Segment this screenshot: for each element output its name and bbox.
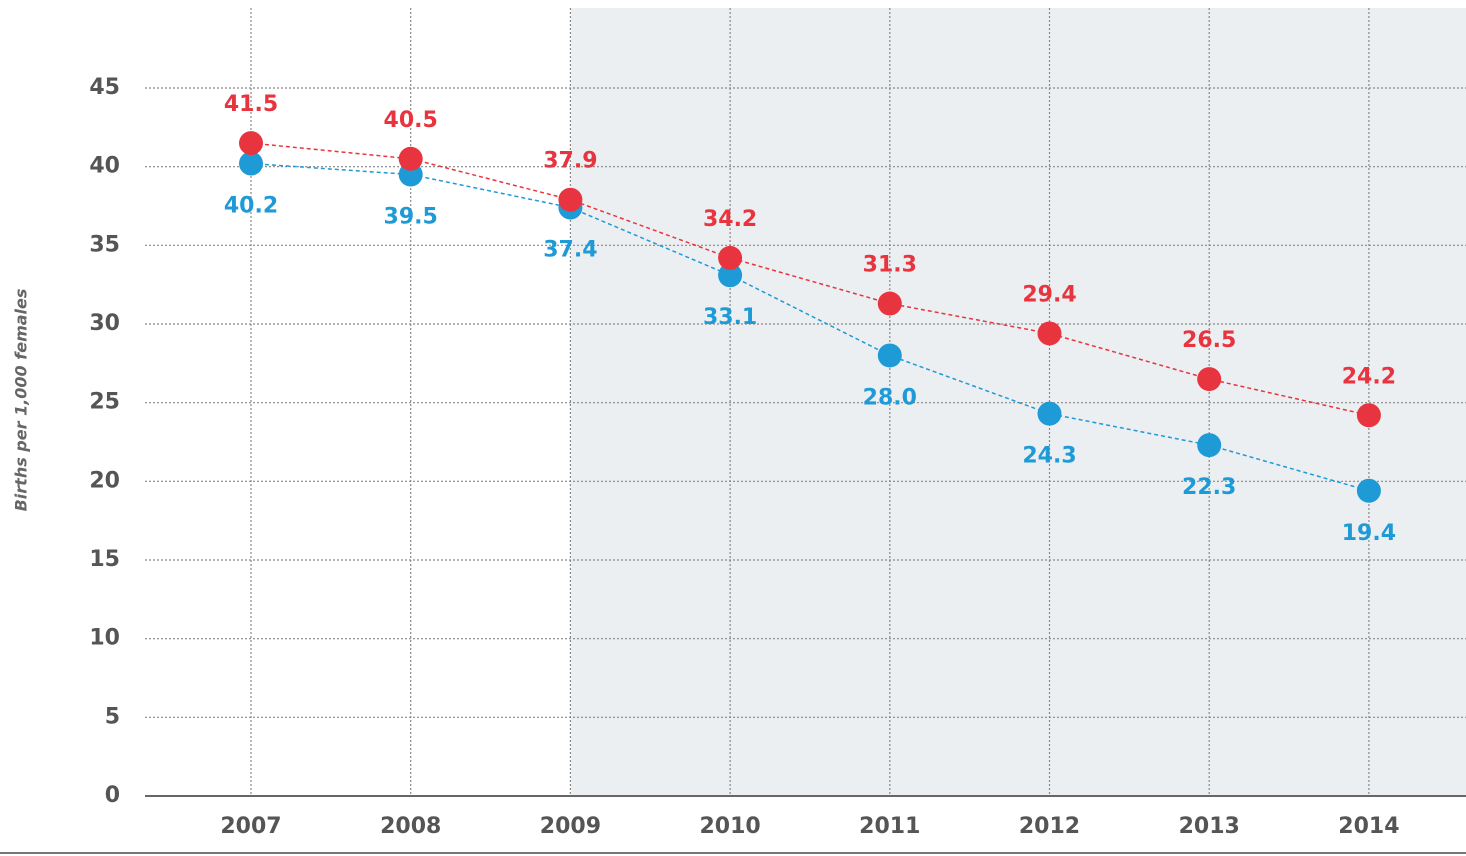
value-label: 37.4 <box>543 238 597 263</box>
y-tick-label: 0 <box>105 783 120 808</box>
value-label: 37.9 <box>543 149 597 174</box>
y-tick-label: 30 <box>89 311 120 336</box>
x-tick-label: 2008 <box>380 814 441 839</box>
series-line <box>250 162 1370 492</box>
y-tick-label: 25 <box>89 390 120 415</box>
y-tick-label: 35 <box>89 232 120 257</box>
point <box>398 146 423 171</box>
y-tick-label: 15 <box>89 547 120 572</box>
value-label: 29.4 <box>1022 282 1076 307</box>
value-label: 22.3 <box>1182 475 1236 500</box>
point <box>1356 478 1381 503</box>
point <box>1197 433 1222 458</box>
value-label: 41.5 <box>224 92 278 117</box>
value-label: 40.2 <box>224 194 278 219</box>
value-label: 26.5 <box>1182 328 1236 353</box>
value-label: 39.5 <box>384 205 438 230</box>
point <box>1037 401 1062 426</box>
point <box>239 131 263 156</box>
x-tick-label: 2013 <box>1179 814 1240 839</box>
value-label: 31.3 <box>863 253 917 278</box>
y-tick-label: 40 <box>89 154 120 179</box>
value-label: 34.2 <box>703 207 757 232</box>
y-axis-label: Births per 1,000 females <box>12 289 31 512</box>
point <box>1197 367 1222 392</box>
value-label: 19.4 <box>1342 521 1396 546</box>
y-tick-label: 20 <box>89 468 120 493</box>
x-tick-label: 2010 <box>699 814 760 839</box>
point <box>558 187 583 212</box>
value-label: 24.2 <box>1342 364 1396 389</box>
point <box>239 151 263 176</box>
value-label: 28.0 <box>863 385 917 410</box>
point <box>1356 403 1381 428</box>
y-tick-label: 5 <box>105 704 120 729</box>
point <box>877 343 902 368</box>
point <box>718 245 743 270</box>
value-label: 24.3 <box>1022 444 1076 469</box>
x-tick-label: 2011 <box>859 814 920 839</box>
point <box>718 263 743 288</box>
x-tick-label: 2012 <box>1019 814 1080 839</box>
x-tick-label: 2009 <box>540 814 601 839</box>
value-label: 40.5 <box>384 108 438 133</box>
y-tick-label: 10 <box>89 626 120 651</box>
y-tick-label: 45 <box>89 75 120 100</box>
x-tick-label: 2007 <box>220 814 281 839</box>
point <box>877 291 902 316</box>
point <box>1037 321 1062 346</box>
series-line <box>250 142 1370 416</box>
x-tick-label: 2014 <box>1338 814 1399 839</box>
value-label: 33.1 <box>703 305 757 330</box>
